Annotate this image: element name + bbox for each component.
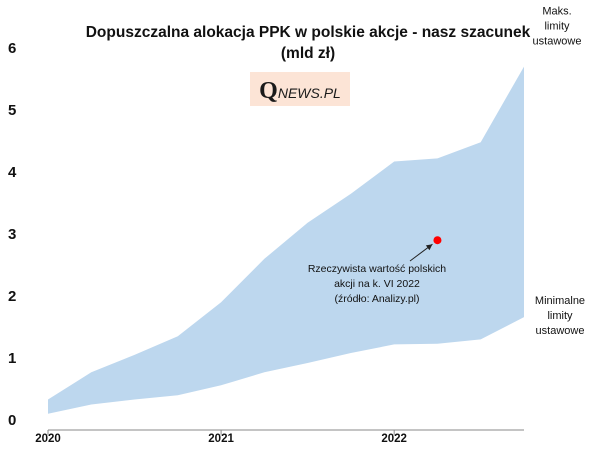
qnews-logo: QNEWS.PL bbox=[250, 72, 350, 106]
chart-title-line-1: Dopuszczalna alokacja PPK w polskie akcj… bbox=[86, 24, 531, 41]
logo-text: QNEWS.PL bbox=[259, 78, 341, 104]
y-axis: 0 1 2 3 4 5 6 bbox=[8, 40, 17, 429]
annotation: Rzeczywista wartość polskich akcji na k. … bbox=[308, 236, 446, 305]
min-limit-label: ustawowe bbox=[536, 325, 585, 337]
x-tick-label: 2021 bbox=[208, 433, 234, 445]
logo-q: Q bbox=[259, 78, 278, 104]
annotation-text: akcji na k. VI 2022 bbox=[334, 278, 420, 290]
y-tick-label: 0 bbox=[8, 412, 16, 429]
y-tick-label: 6 bbox=[8, 40, 16, 57]
min-limit-label: Minimalne bbox=[535, 295, 585, 307]
x-axis: 2020 2021 2022 bbox=[35, 429, 524, 445]
logo-background bbox=[250, 72, 350, 106]
annotation-arrow-head bbox=[425, 244, 433, 251]
y-tick-label: 3 bbox=[8, 226, 16, 243]
max-limit-label: ustawowe bbox=[533, 36, 582, 48]
y-tick-label: 4 bbox=[8, 164, 17, 181]
logo-rest: NEWS.PL bbox=[278, 85, 341, 101]
annotation-text: (źródło: Analizy.pl) bbox=[334, 293, 419, 305]
band-area bbox=[48, 66, 524, 414]
max-limit-label: Maks. bbox=[542, 6, 571, 18]
annotation-text: Rzeczywista wartość polskich bbox=[308, 263, 446, 275]
chart-title-line-2: (mld zł) bbox=[281, 45, 335, 62]
y-tick-label: 5 bbox=[8, 102, 16, 119]
actual-value-point bbox=[433, 236, 442, 245]
y-tick-label: 2 bbox=[8, 288, 16, 305]
min-limit-label: limity bbox=[547, 310, 573, 322]
x-tick-label: 2020 bbox=[35, 433, 61, 445]
y-tick-label: 1 bbox=[8, 350, 16, 367]
max-limit-label: limity bbox=[544, 21, 570, 33]
plot-area bbox=[48, 66, 524, 414]
x-tick-label: 2022 bbox=[381, 433, 407, 445]
series-labels: Maks. limity ustawowe Minimalne limity ustawo… bbox=[533, 6, 586, 337]
